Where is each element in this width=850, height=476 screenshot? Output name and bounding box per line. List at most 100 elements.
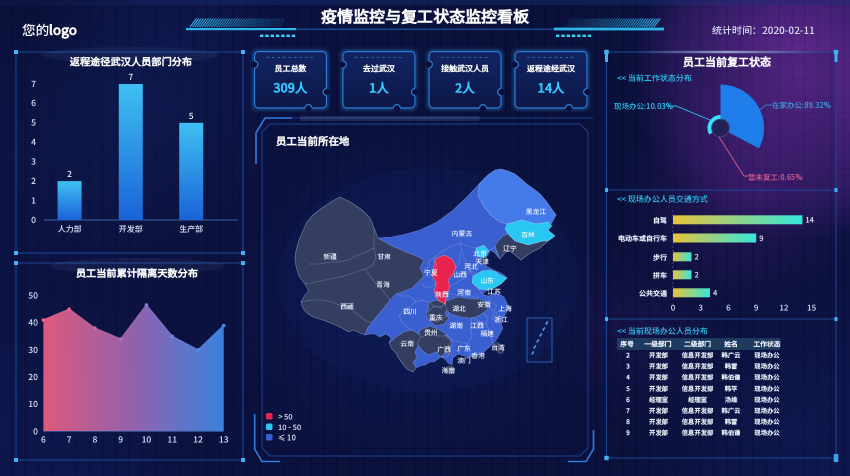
svg-text:青海: 青海 — [376, 279, 390, 289]
svg-text:陕西: 陕西 — [435, 289, 449, 299]
svg-text:上海: 上海 — [498, 303, 512, 313]
svg-text:湖南: 湖南 — [449, 320, 463, 330]
svg-text:福建: 福建 — [480, 328, 494, 338]
svg-text:≤ 10: ≤ 10 — [278, 433, 296, 444]
svg-text:信息开发部: 信息开发部 — [681, 384, 713, 393]
svg-text:信息开发部: 信息开发部 — [681, 417, 713, 426]
svg-text:工作状态: 工作状态 — [753, 339, 780, 349]
svg-text:新疆: 新疆 — [323, 251, 337, 261]
svg-text:拼车: 拼车 — [652, 271, 668, 281]
svg-text:7: 7 — [626, 405, 630, 415]
svg-text:2人: 2人 — [455, 78, 475, 97]
svg-text:13: 13 — [219, 434, 229, 446]
svg-text:澳门: 澳门 — [457, 355, 471, 365]
svg-text:生产部: 生产部 — [179, 224, 203, 235]
svg-text:9: 9 — [626, 427, 630, 437]
svg-text:6: 6 — [41, 434, 46, 446]
svg-text:0: 0 — [671, 303, 676, 314]
svg-text:接触武汉人员: 接触武汉人员 — [440, 64, 490, 75]
svg-text:2: 2 — [695, 270, 699, 281]
svg-text:开发部: 开发部 — [649, 417, 668, 426]
svg-text:<< 当前现场办公人员分布: << 当前现场办公人员分布 — [617, 326, 708, 337]
svg-text:暂未复工:0.65%: 暂未复工:0.65% — [748, 172, 802, 183]
svg-text:吉林: 吉林 — [521, 229, 535, 239]
svg-text:电动车或自行车: 电动车或自行车 — [618, 234, 668, 244]
svg-text:5: 5 — [625, 383, 630, 393]
svg-text:11: 11 — [167, 434, 177, 446]
svg-text:姓名: 姓名 — [723, 339, 738, 349]
svg-text:40: 40 — [28, 317, 38, 329]
svg-text:员工当前复工状态: 员工当前复工状态 — [683, 54, 772, 70]
svg-text:韩雷: 韩雷 — [725, 417, 738, 426]
svg-text:<< 现场办公人员交通方式: << 现场办公人员交通方式 — [617, 194, 708, 205]
svg-text:10: 10 — [28, 398, 38, 410]
svg-text:甘肃: 甘肃 — [377, 251, 391, 261]
svg-text:0: 0 — [33, 425, 38, 437]
svg-text:四川: 四川 — [403, 306, 417, 316]
svg-text:汤维: 汤维 — [725, 395, 738, 404]
svg-text:开发部: 开发部 — [649, 384, 668, 393]
svg-text:309人: 309人 — [273, 78, 308, 97]
svg-text:一级部门: 一级部门 — [643, 339, 671, 349]
svg-text:6: 6 — [31, 97, 36, 109]
svg-text:6: 6 — [726, 303, 731, 314]
svg-text:江西: 江西 — [470, 320, 484, 330]
svg-text:3: 3 — [31, 156, 36, 168]
svg-text:7: 7 — [67, 434, 72, 446]
svg-text:员工当前所在地: 员工当前所在地 — [276, 134, 350, 149]
svg-text:江苏: 江苏 — [487, 286, 501, 296]
svg-text:信息开发部: 信息开发部 — [681, 362, 713, 371]
svg-text:疫情监控与复工状态监控看板: 疫情监控与复工状态监控看板 — [321, 4, 530, 28]
svg-text:现场办公: 现场办公 — [753, 417, 780, 426]
svg-text:自驾: 自驾 — [653, 216, 667, 226]
svg-text:开发部: 开发部 — [649, 428, 668, 437]
svg-text:<< 当前工作状态分布: << 当前工作状态分布 — [617, 73, 692, 84]
svg-text:韩雷: 韩雷 — [725, 362, 738, 371]
svg-text:8: 8 — [92, 434, 97, 446]
svg-text:广西: 广西 — [437, 344, 451, 354]
svg-text:10 - 50: 10 - 50 — [278, 422, 301, 433]
svg-text:1: 1 — [31, 194, 36, 206]
svg-text:14人: 14人 — [538, 78, 565, 97]
svg-text:1人: 1人 — [369, 78, 389, 97]
svg-text:北京: 北京 — [473, 248, 487, 258]
svg-text:韩广云: 韩广云 — [722, 351, 742, 360]
svg-text:信息开发部: 信息开发部 — [681, 406, 713, 415]
svg-text:12: 12 — [193, 434, 203, 446]
svg-text:50: 50 — [28, 289, 38, 301]
svg-text:30: 30 — [28, 344, 38, 356]
svg-text:3: 3 — [626, 361, 630, 371]
svg-text:6: 6 — [626, 394, 630, 404]
svg-text:海南: 海南 — [441, 365, 455, 375]
svg-text:9: 9 — [754, 303, 759, 314]
svg-text:公共交通: 公共交通 — [639, 289, 668, 299]
svg-text:现场办公: 现场办公 — [753, 406, 780, 415]
svg-text:7: 7 — [128, 71, 133, 83]
svg-text:4: 4 — [625, 372, 630, 382]
svg-text:韩伯谦: 韩伯谦 — [722, 373, 742, 382]
svg-text:开发部: 开发部 — [649, 351, 668, 360]
svg-text:韩广云: 韩广云 — [722, 406, 742, 415]
svg-text:信息开发部: 信息开发部 — [681, 428, 713, 437]
svg-text:内蒙古: 内蒙古 — [452, 228, 473, 238]
svg-text:广东: 广东 — [457, 343, 471, 353]
svg-text:经理室: 经理室 — [688, 395, 708, 404]
svg-text:韩平: 韩平 — [725, 384, 738, 393]
svg-text:2: 2 — [626, 350, 630, 360]
svg-text:2: 2 — [67, 168, 72, 180]
svg-text:山西: 山西 — [453, 269, 467, 279]
svg-text:湖北: 湖北 — [452, 303, 466, 313]
svg-text:信息开发部: 信息开发部 — [681, 351, 713, 360]
svg-text:云南: 云南 — [400, 338, 414, 348]
svg-text:20: 20 — [28, 371, 38, 383]
svg-text:2: 2 — [31, 175, 36, 187]
svg-text:3: 3 — [698, 303, 703, 314]
svg-text:9: 9 — [118, 434, 123, 446]
svg-text:> 50: > 50 — [278, 412, 293, 423]
svg-text:人力部: 人力部 — [57, 224, 82, 235]
svg-text:8: 8 — [626, 416, 630, 426]
svg-text:黑龙江: 黑龙江 — [526, 206, 547, 216]
svg-text:浙江: 浙江 — [493, 314, 508, 324]
svg-text:信息开发部: 信息开发部 — [681, 373, 713, 382]
svg-text:14: 14 — [805, 215, 814, 226]
